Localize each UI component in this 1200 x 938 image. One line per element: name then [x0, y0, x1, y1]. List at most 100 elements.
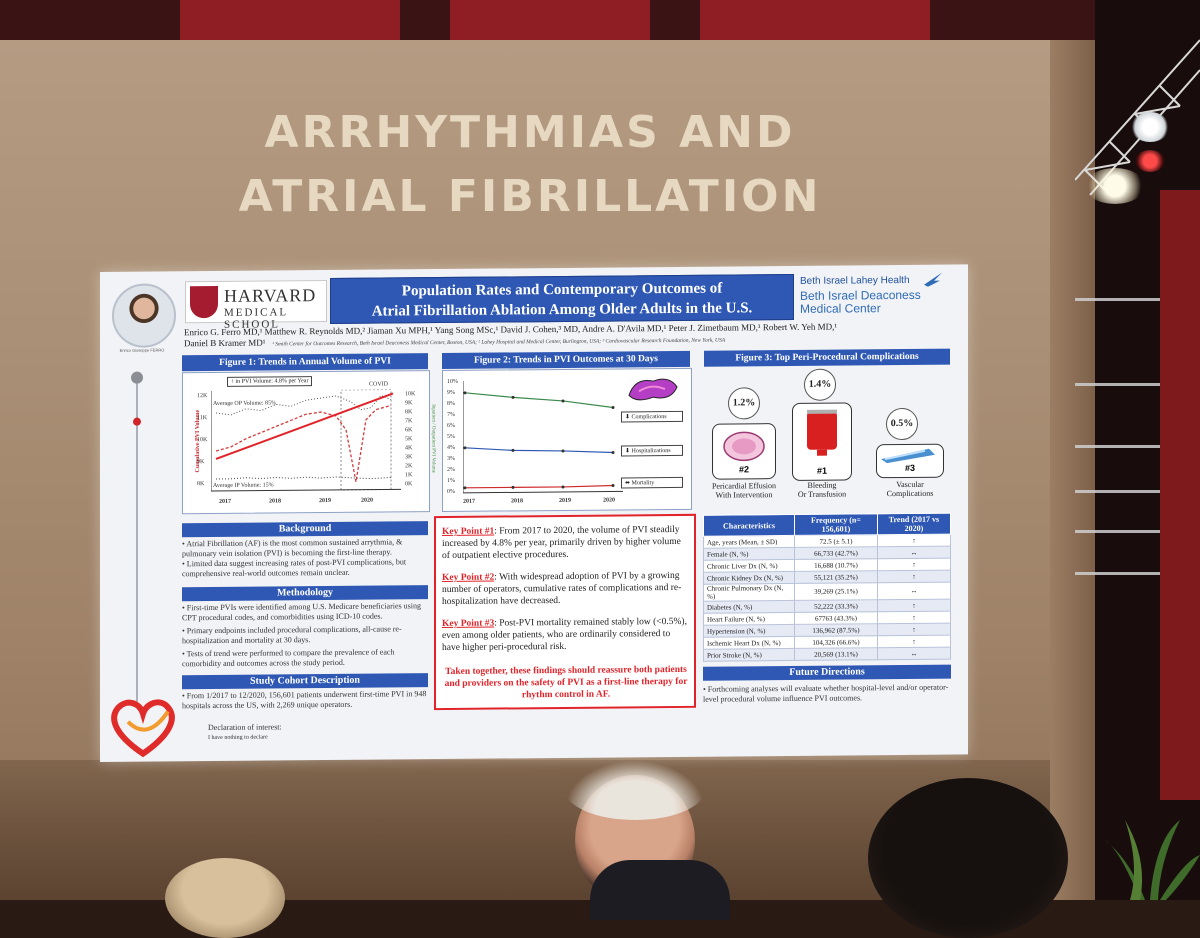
fig2-title: Figure 2: Trends in PVI Outcomes at 30 D… — [442, 350, 690, 370]
fig1-right-tick: 4K — [405, 445, 413, 452]
fig2-legend-label: Complications — [631, 414, 667, 421]
audience-hair — [565, 760, 705, 820]
fig1-title: Figure 1: Trends in Annual Volume of PVI — [182, 353, 428, 372]
key-point-2: Key Point #2: With widespread adoption o… — [442, 570, 690, 608]
fig2-mortality-line — [465, 484, 614, 489]
fig2-tick: 1% — [447, 477, 455, 484]
fig2-tick: 9% — [447, 389, 455, 396]
table-cell: 66,733 (42.7%) — [794, 546, 878, 560]
fig1-right-tick: 8K — [405, 409, 413, 416]
table-cell: Ischemic Heart Dx (N, %) — [703, 636, 795, 650]
methodology-bullet: • Tests of trend were performed to compa… — [182, 647, 395, 669]
table-cell: ↔ — [877, 546, 951, 559]
shelf-line — [1075, 572, 1160, 575]
fig2-year: 2019 — [559, 497, 571, 504]
table-cell: ↑ — [877, 570, 951, 583]
fig1-right-axis-title: Inpatient / Outpatient PVI Volume — [430, 404, 436, 473]
shelf-line — [1075, 298, 1160, 301]
future-text: • Forthcoming analyses will evaluate whe… — [703, 682, 949, 704]
fig2-tick: 7% — [447, 411, 455, 418]
affiliations: ¹ Smith Center for Outcomes Research, Be… — [272, 337, 726, 348]
plant — [1105, 820, 1200, 900]
fig2-year: 2017 — [463, 498, 475, 505]
table-cell: Chronic Liver Dx (N, %) — [703, 559, 795, 573]
table-cell: Heart Failure (N, %) — [703, 612, 795, 626]
fig2-legend-label: Mortality — [631, 480, 655, 487]
vascular-box: #3 — [876, 443, 944, 479]
fig2-tick: 3% — [447, 455, 455, 462]
key-point-label: Key Point #2 — [442, 572, 495, 584]
fig1-covid-label: COVID — [369, 381, 388, 388]
background-bullet: • Limited data suggest increasing rates … — [182, 557, 407, 579]
harvard-word: HARVARD — [224, 285, 317, 306]
fig3-panel: 1.2% 1.4% 0.5% #2 #1 #3 Pericardial Effu… — [704, 366, 950, 508]
fig3-rank: #3 — [904, 462, 915, 473]
key-points-box: Key Point #1: From 2017 to 2020, the vol… — [434, 513, 696, 711]
table-header: Frequency (n= 156,601) — [794, 513, 878, 536]
harvard-logo: HARVARD MEDICAL SCHOOL — [185, 280, 327, 331]
fig2-tick: 8% — [447, 400, 455, 407]
fig1-right-tick: 2K — [405, 463, 413, 470]
fig2-tick: 6% — [447, 422, 455, 429]
table-cell: 67763 (43.3%) — [794, 611, 878, 625]
table-cell: ↔ — [877, 582, 951, 600]
fig2-year: 2018 — [511, 498, 523, 505]
table-cell: ↔ — [877, 647, 951, 660]
cohort-text: • From 1/2017 to 12/2020, 156,601 patien… — [182, 689, 427, 711]
fig2-legend-hospitalizations: ⬇ Hospitalizations — [621, 444, 683, 457]
table-cell: Diabetes (N, %) — [703, 600, 795, 614]
timeline-dot-red — [133, 417, 141, 426]
key-point-label: Key Point #3 — [442, 618, 495, 630]
research-poster: Enrico Giuseppe FERRO HARVARD MEDICAL SC… — [100, 264, 968, 762]
red-curtain — [1160, 190, 1200, 800]
table-cell: Age, years (Mean, ± SD) — [703, 535, 795, 549]
shelf-line — [1075, 383, 1160, 386]
table-cell: 104,326 (66.6%) — [794, 635, 878, 649]
key-point-1: Key Point #1: From 2017 to 2020, the vol… — [442, 524, 690, 562]
fig1-left-tick: 11K — [197, 415, 208, 422]
fig1-right-tick: 5K — [405, 436, 413, 443]
table-cell: ↑ — [877, 611, 951, 624]
fig3-rank: #1 — [816, 465, 827, 476]
pericardial-box: #2 — [712, 423, 776, 480]
cohort-heading: Study Cohort Description — [182, 673, 428, 690]
shelf-line — [1075, 530, 1160, 533]
fig2-ticks: 10% 9% 8% 7% 6% 5% 4% 3% 2% 1% 0% — [443, 369, 691, 495]
banner-line-1: ARRHYTHMIAS AND — [264, 107, 796, 158]
fig1-covid-box — [340, 389, 392, 491]
fig1-year: 2019 — [319, 497, 331, 505]
fig1-total-line — [215, 404, 392, 482]
table-row: Prior Stroke (N, %) 20,569 (13.1%) ↔ — [703, 647, 951, 662]
fig3-pct: 1.2% — [728, 387, 760, 420]
fig2-hospitalizations-line — [464, 447, 614, 454]
background-heading: Background — [182, 521, 428, 538]
table-cell: Hypertension (N, %) — [703, 624, 795, 638]
fig2-tick: 0% — [447, 488, 455, 495]
table-cell: ↑ — [877, 558, 951, 571]
fig1-left-tick: 9K — [197, 459, 205, 466]
harvard-shield-icon — [190, 285, 218, 319]
methodology-bullet: • First-time PVIs were identified among … — [182, 601, 421, 623]
table-cell: ↑ — [877, 635, 951, 648]
table-header: Trend (2017 vs 2020) — [877, 513, 951, 535]
bleeding-box: #1 — [792, 402, 852, 481]
fig1-right-tick: 1K — [405, 472, 413, 479]
institution-line-1: Beth Israel Lahey Health — [800, 274, 910, 287]
fig1-plot — [211, 389, 401, 492]
background-bullet: • Atrial Fibrillation (AF) is the most c… — [182, 537, 403, 559]
fig2-tick: 4% — [447, 444, 455, 451]
table-cell: ↑ — [877, 534, 951, 547]
fig2-year: 2020 — [603, 497, 615, 504]
fig2-plot — [463, 380, 623, 494]
table-cell: Female (N, %) — [703, 547, 795, 561]
fig1-increase-box: ↑ in PVI Volume: 4.8% per Year — [227, 376, 313, 387]
key-point-3: Key Point #3: Post-PVI mortality remaine… — [442, 616, 690, 654]
fig1-ip-line — [216, 476, 392, 480]
table-cell: ↑ — [877, 599, 951, 612]
table-cell: 136,962 (87.5%) — [794, 623, 878, 637]
fig2-complications-line — [464, 392, 614, 409]
audience-head — [868, 778, 1068, 938]
spotlight — [1130, 112, 1170, 142]
heart-model-icon — [628, 378, 678, 401]
audience-head — [165, 858, 285, 938]
